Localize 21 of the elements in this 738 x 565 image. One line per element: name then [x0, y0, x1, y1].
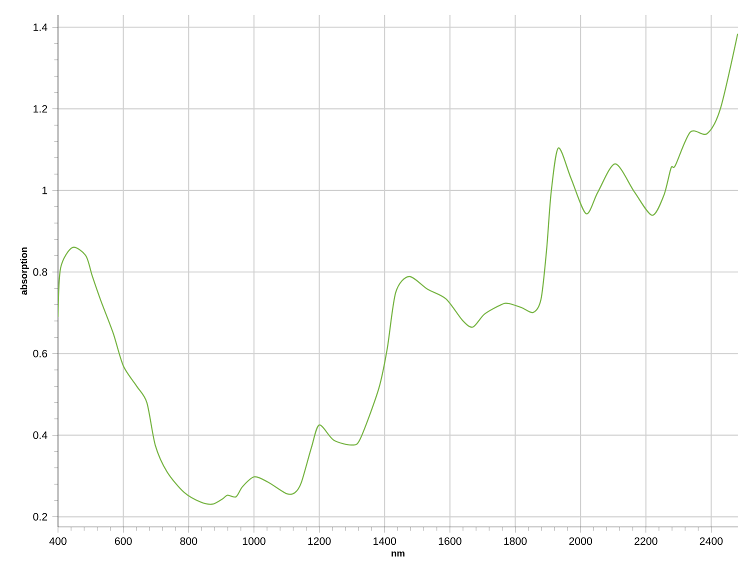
x-tick-label: 600	[114, 537, 132, 545]
x-tick-label: 1600	[438, 537, 462, 545]
x-axis-title: nm	[392, 551, 404, 556]
x-tick-label: 2400	[700, 537, 723, 545]
x-tick-label: 800	[180, 537, 198, 545]
y-tick-label: 0.2	[33, 513, 48, 521]
y-tick-label: 1.2	[34, 105, 48, 113]
line-series	[58, 33, 738, 505]
y-tick-label: 0.8	[33, 268, 48, 276]
x-tick-label: 1000	[242, 537, 266, 545]
x-tick-label: 1400	[374, 537, 396, 545]
y-tick-label: 1	[42, 186, 48, 194]
y-tick-label: 1.4	[34, 24, 48, 31]
y-tick-label: 0.4	[33, 431, 48, 439]
x-tick-label: 2200	[634, 537, 658, 545]
x-tick-label: 1200	[308, 537, 331, 545]
y-tick-label: 0.6	[33, 350, 48, 358]
x-tick-label: 2000	[569, 537, 592, 545]
x-tick-label: 400	[49, 537, 66, 545]
y-axis-title: absorption	[20, 247, 29, 295]
x-tick-label: 1800	[504, 537, 527, 545]
